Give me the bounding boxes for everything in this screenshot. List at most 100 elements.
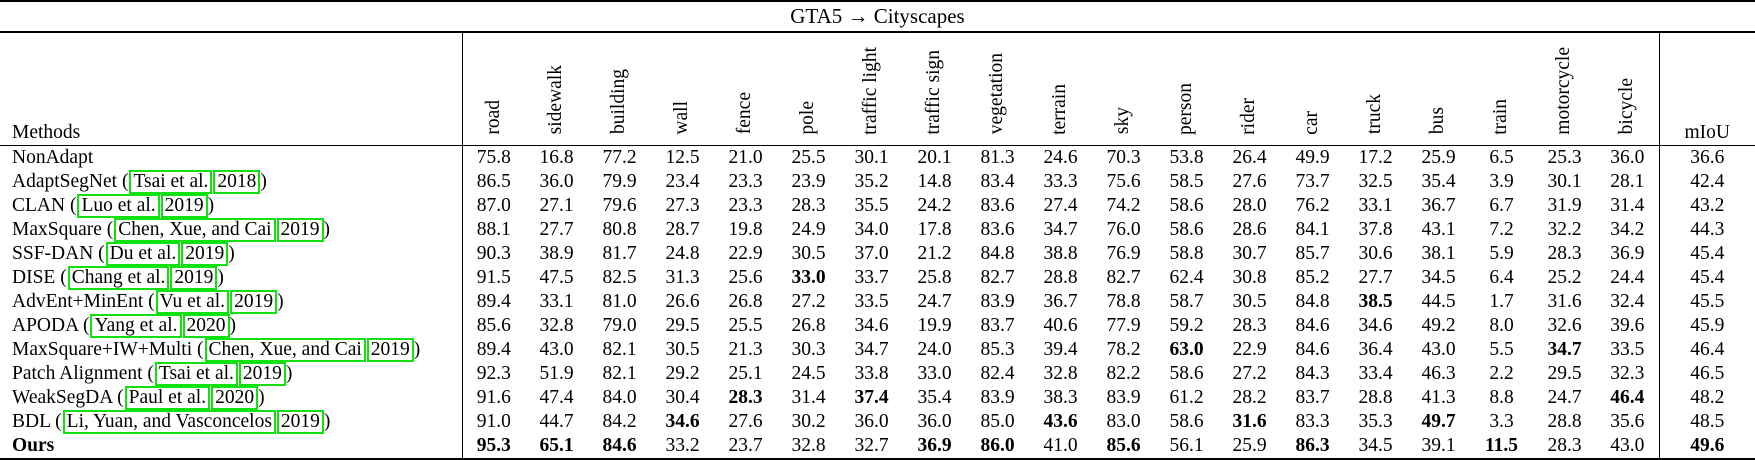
miou-cell: 43.2: [1658, 193, 1755, 218]
rotated-column-label: building: [608, 69, 630, 135]
value-cell: 28.3: [728, 386, 763, 408]
value-cell: 53.8: [1169, 146, 1204, 168]
value-cell: 24.2: [917, 194, 952, 216]
value-cell: 56.1: [1169, 434, 1204, 456]
value-cell: 33.1: [539, 290, 574, 312]
table-row: BDL (Li, Yuan, and Vasconcelos 2019) 91.0 4…: [0, 409, 1755, 434]
rotated-column-label: terrain: [1049, 83, 1071, 135]
citation-link[interactable]: Yang et al.: [90, 313, 182, 338]
value-cell: 43.0: [1610, 434, 1645, 456]
value-cell: 26.8: [728, 290, 763, 312]
value-cell: 6.4: [1489, 266, 1514, 288]
column-header-motorcycle: motorcycle: [1533, 33, 1596, 145]
value-cell: 36.9: [917, 434, 952, 456]
miou-cell: 48.2: [1658, 385, 1755, 410]
citation-year-link[interactable]: 2018: [213, 169, 261, 194]
value-cell: 82.4: [980, 362, 1015, 384]
value-cell: 80.8: [602, 218, 637, 240]
citation-year-link[interactable]: 2019: [276, 217, 324, 242]
value-cell: 3.9: [1489, 170, 1514, 192]
method-name: WeakSegDA: [12, 386, 113, 408]
value-cell: 77.2: [602, 146, 637, 168]
value-cell: 27.7: [539, 218, 574, 240]
citation-link[interactable]: Tsai et al.: [154, 361, 238, 386]
citation-link[interactable]: Chen, Xue, and Cai: [114, 217, 276, 242]
value-cell: 17.2: [1358, 146, 1393, 168]
citation-link[interactable]: Vu et al.: [155, 289, 230, 314]
rotated-column-label: truck: [1364, 94, 1386, 135]
method-cell: AdvEnt+MinEnt (Vu et al. 2019): [12, 289, 284, 314]
miou-cell: 36.6: [1658, 145, 1755, 170]
value-cell: 23.3: [728, 170, 763, 192]
citation-year-link[interactable]: 2019: [181, 241, 229, 266]
value-cell: 83.9: [980, 290, 1015, 312]
value-cell: 86.0: [980, 434, 1015, 456]
citation-year-link[interactable]: 2019: [230, 289, 278, 314]
value-cell: 46.3: [1421, 362, 1456, 384]
rotated-column-label: wall: [671, 100, 693, 135]
value-cell: 30.1: [1547, 170, 1582, 192]
value-cell: 24.4: [1610, 266, 1645, 288]
citation-year-link[interactable]: 2019: [366, 337, 414, 362]
column-header-methods: Methods: [12, 121, 81, 143]
citation-year-link[interactable]: 2019: [276, 409, 324, 434]
value-cell: 82.2: [1106, 362, 1141, 384]
citation-year-link[interactable]: 2020: [211, 385, 259, 410]
value-cell: 87.0: [461, 193, 525, 218]
citation-year-link[interactable]: 2019: [170, 265, 218, 290]
column-header-person: person: [1155, 33, 1218, 145]
value-cell: 28.0: [1232, 194, 1267, 216]
value-cell: 35.5: [854, 194, 889, 216]
citation-year-link[interactable]: 2019: [160, 193, 208, 218]
value-cell: 36.7: [1043, 290, 1078, 312]
value-cell: 35.4: [917, 386, 952, 408]
column-header-bicycle: bicycle: [1596, 33, 1659, 145]
rotated-column-label: fence: [734, 92, 756, 135]
miou-cell: 44.3: [1658, 217, 1755, 242]
value-cell: 84.2: [602, 410, 637, 432]
citation-link[interactable]: Luo et al.: [77, 193, 160, 218]
citation-link[interactable]: Li, Yuan, and Vasconcelos: [62, 409, 276, 434]
value-cell: 59.2: [1169, 314, 1204, 336]
value-cell: 21.3: [728, 338, 763, 360]
value-cell: 29.2: [665, 362, 700, 384]
value-cell: 36.7: [1421, 194, 1456, 216]
value-cell: 5.5: [1489, 338, 1514, 360]
method-cell: WeakSegDA (Paul et al. 2020): [12, 385, 265, 410]
value-cell: 21.0: [728, 146, 763, 168]
value-cell: 7.2: [1489, 218, 1514, 240]
value-cell: 3.3: [1489, 410, 1514, 432]
value-cell: 34.2: [1610, 218, 1645, 240]
value-cell: 32.8: [1043, 362, 1078, 384]
value-cell: 81.0: [602, 290, 637, 312]
miou-cell: 46.4: [1658, 337, 1755, 362]
value-cell: 49.2: [1421, 314, 1456, 336]
value-cell: 83.0: [1106, 410, 1141, 432]
value-cell: 86.3: [1295, 434, 1330, 456]
value-cell: 24.8: [665, 242, 700, 264]
value-cell: 89.4: [461, 337, 525, 362]
citation-link[interactable]: Du et al.: [105, 241, 181, 266]
method-name: DISE: [12, 266, 56, 288]
value-cell: 34.7: [1547, 338, 1582, 360]
citation-link[interactable]: Paul et al.: [124, 385, 211, 410]
miou-cell: 45.5: [1658, 289, 1755, 314]
value-cell: 21.2: [917, 242, 952, 264]
method-cell: BDL (Li, Yuan, and Vasconcelos 2019): [12, 409, 331, 434]
value-cell: 35.6: [1610, 410, 1645, 432]
value-cell: 33.8: [854, 362, 889, 384]
value-cell: 36.0: [917, 410, 952, 432]
rotated-column-label: rider: [1238, 97, 1260, 135]
citation-link[interactable]: Chen, Xue, and Cai: [204, 337, 366, 362]
value-cell: 91.0: [461, 409, 525, 434]
citation-link[interactable]: Tsai et al.: [129, 169, 213, 194]
citation-link[interactable]: Chang et al.: [67, 265, 170, 290]
value-cell: 31.6: [1232, 410, 1267, 432]
citation-year-link[interactable]: 2020: [182, 313, 230, 338]
citation-year-link[interactable]: 2019: [238, 361, 286, 386]
value-cell: 91.6: [461, 385, 525, 410]
value-cell: 43.1: [1421, 218, 1456, 240]
method-name: AdaptSegNet: [12, 170, 118, 192]
value-cell: 84.6: [1295, 338, 1330, 360]
value-cell: 83.7: [980, 314, 1015, 336]
